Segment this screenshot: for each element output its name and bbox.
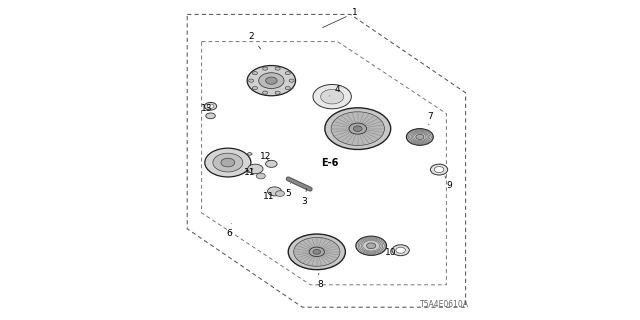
Text: 11: 11 — [244, 168, 255, 177]
Text: T5A4E0610A: T5A4E0610A — [420, 300, 468, 309]
Ellipse shape — [294, 237, 340, 266]
Ellipse shape — [285, 72, 291, 75]
Ellipse shape — [406, 129, 433, 145]
Text: 7: 7 — [428, 112, 433, 125]
Ellipse shape — [275, 67, 280, 70]
Ellipse shape — [331, 112, 385, 146]
Text: 2: 2 — [248, 32, 260, 49]
Ellipse shape — [221, 158, 235, 167]
Ellipse shape — [275, 91, 280, 94]
Ellipse shape — [205, 102, 216, 110]
Ellipse shape — [321, 89, 344, 104]
Text: 3: 3 — [301, 188, 307, 206]
Text: E-6: E-6 — [321, 158, 339, 168]
Ellipse shape — [262, 91, 268, 94]
Text: 4: 4 — [330, 85, 340, 96]
Ellipse shape — [289, 79, 294, 82]
Ellipse shape — [416, 134, 424, 140]
Ellipse shape — [256, 173, 266, 179]
Ellipse shape — [356, 236, 387, 255]
Ellipse shape — [248, 164, 263, 174]
Ellipse shape — [435, 167, 444, 172]
Ellipse shape — [247, 66, 296, 96]
Ellipse shape — [392, 245, 410, 256]
Text: 5: 5 — [285, 183, 291, 198]
Ellipse shape — [275, 191, 285, 196]
Ellipse shape — [262, 67, 268, 70]
Ellipse shape — [313, 84, 351, 109]
Text: 8: 8 — [317, 273, 323, 289]
Ellipse shape — [205, 148, 251, 177]
Ellipse shape — [313, 250, 321, 254]
Ellipse shape — [248, 79, 253, 82]
Ellipse shape — [309, 247, 324, 257]
Text: 10: 10 — [384, 243, 396, 257]
Ellipse shape — [266, 77, 277, 84]
Text: 9: 9 — [445, 176, 452, 190]
Text: 13: 13 — [201, 104, 212, 113]
Ellipse shape — [206, 113, 215, 119]
Ellipse shape — [252, 72, 257, 75]
Ellipse shape — [248, 170, 252, 172]
Ellipse shape — [259, 73, 284, 89]
Ellipse shape — [325, 108, 390, 149]
Ellipse shape — [252, 86, 257, 90]
Text: 1: 1 — [323, 8, 357, 28]
Text: 12: 12 — [260, 152, 271, 161]
Ellipse shape — [353, 126, 362, 132]
Ellipse shape — [288, 234, 346, 270]
Ellipse shape — [248, 153, 252, 155]
Ellipse shape — [367, 243, 376, 249]
Ellipse shape — [268, 187, 282, 196]
Ellipse shape — [285, 86, 291, 90]
Ellipse shape — [207, 104, 214, 108]
Text: 6: 6 — [226, 223, 232, 238]
Text: 11: 11 — [263, 192, 275, 201]
Ellipse shape — [213, 153, 243, 172]
Ellipse shape — [431, 164, 448, 175]
Ellipse shape — [266, 160, 277, 167]
Ellipse shape — [396, 247, 405, 253]
Ellipse shape — [349, 123, 367, 134]
